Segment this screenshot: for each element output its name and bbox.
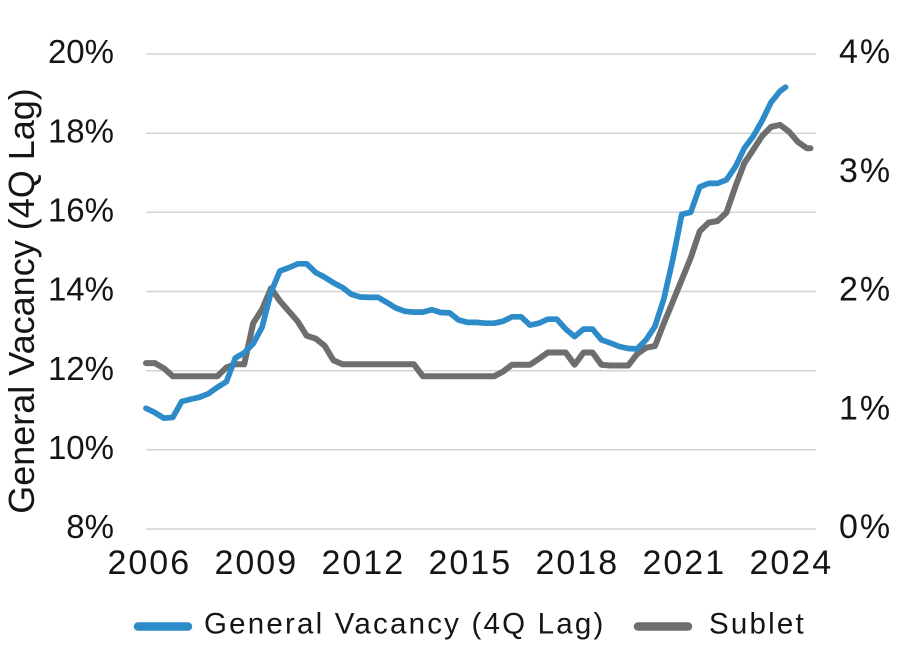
svg-text:18%: 18% [48, 112, 114, 149]
svg-text:2024: 2024 [749, 544, 833, 582]
svg-text:2018: 2018 [535, 544, 619, 582]
svg-text:2015: 2015 [428, 544, 512, 582]
svg-text:General Vacancy (4Q Lag): General Vacancy (4Q Lag) [204, 608, 606, 641]
svg-text:2009: 2009 [214, 544, 298, 582]
svg-text:1%: 1% [839, 389, 892, 427]
svg-text:3%: 3% [839, 152, 892, 190]
svg-text:2006: 2006 [107, 544, 191, 582]
svg-text:2%: 2% [839, 271, 892, 309]
svg-text:General Vacancy (4Q Lag): General Vacancy (4Q Lag) [1, 88, 42, 514]
svg-text:2021: 2021 [642, 544, 726, 582]
svg-text:14%: 14% [48, 271, 114, 308]
svg-text:12%: 12% [48, 350, 114, 387]
svg-text:2012: 2012 [321, 544, 405, 582]
svg-text:8%: 8% [66, 508, 114, 545]
svg-text:4%: 4% [839, 33, 892, 71]
svg-text:0%: 0% [839, 508, 892, 546]
svg-text:Sublet: Sublet [709, 608, 806, 641]
svg-text:10%: 10% [48, 429, 114, 466]
svg-text:20%: 20% [48, 33, 114, 70]
svg-text:16%: 16% [48, 192, 114, 229]
